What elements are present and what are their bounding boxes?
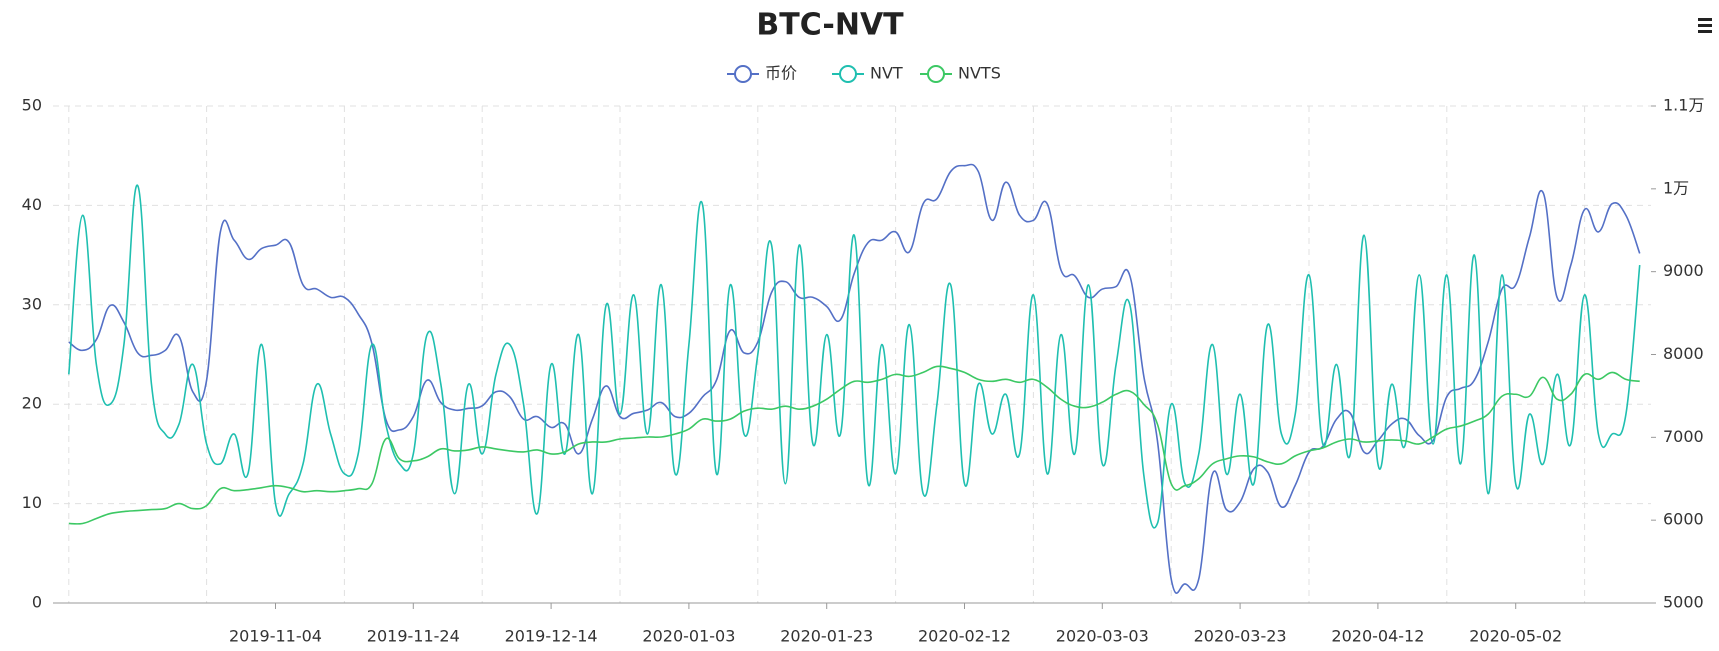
x-tick-label: 2020-05-02 [1469,627,1562,646]
y2-tick-label: 7000 [1663,427,1704,446]
y2-tick-label: 9000 [1663,261,1704,280]
legend-marker [734,65,752,83]
chart-title: BTC-NVT [756,8,904,43]
legend-item[interactable]: NVTS [920,64,1001,83]
legend-label: NVT [870,64,903,83]
y-tick-label: 10 [22,493,42,512]
legend-marker [839,65,857,83]
y-tick-label: 0 [32,593,42,612]
legend-label: 币价 [765,64,797,83]
legend-item[interactable]: NVT [832,64,903,83]
x-tick-label: 2020-03-03 [1056,627,1149,646]
x-tick-label: 2019-12-14 [505,627,598,646]
series-line [68,163,1641,594]
x-tick-label: 2020-04-12 [1331,627,1424,646]
x-tick-label: 2020-02-12 [918,627,1011,646]
legend-marker [927,65,945,83]
y2-tick-label: 1.1万 [1663,96,1704,115]
x-tick-label: 2020-01-23 [780,627,873,646]
series-line [68,365,1640,525]
y2-tick-label: 8000 [1663,344,1704,363]
x-tick-label: 2020-03-23 [1194,627,1287,646]
y-tick-label: 20 [22,394,42,413]
y-tick-label: 40 [22,195,42,214]
y2-tick-label: 1万 [1663,178,1689,197]
legend-item[interactable]: 币价 [727,64,797,83]
x-tick-label: 2019-11-24 [367,627,460,646]
menu-icon[interactable] [1698,18,1712,33]
series-line [68,184,1641,529]
menu-bar [1698,24,1712,27]
y-tick-label: 30 [22,294,42,313]
y2-tick-label: 5000 [1663,593,1704,612]
x-tick-label: 2020-01-03 [642,627,735,646]
legend-label: NVTS [958,64,1001,83]
y-tick-label: 50 [22,96,42,115]
menu-bar [1698,18,1712,21]
y2-tick-label: 6000 [1663,510,1704,529]
x-tick-label: 2019-11-04 [229,627,322,646]
menu-bar [1698,30,1712,33]
